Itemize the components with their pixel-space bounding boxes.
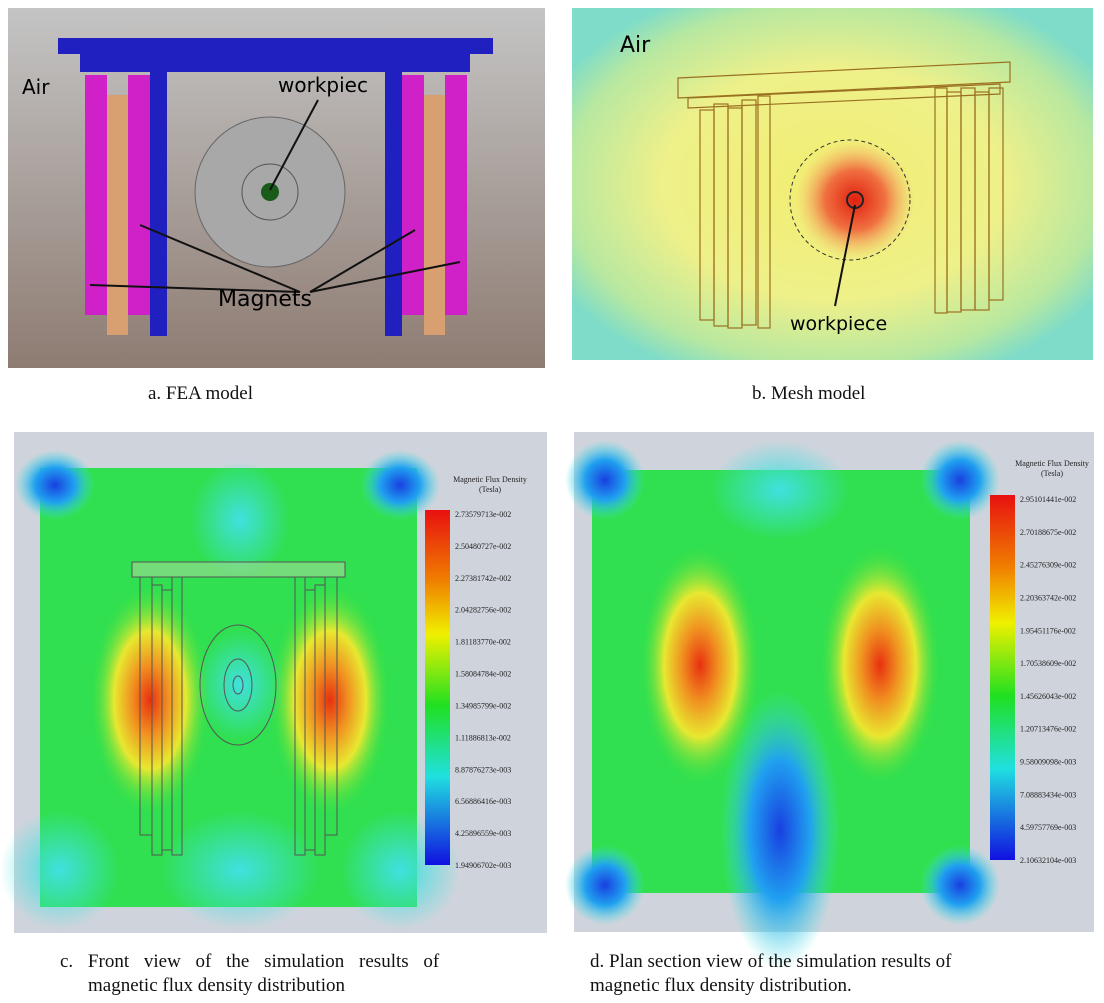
legend-value: 2.10632104e-003 — [1020, 856, 1076, 865]
legend-value: 1.20713476e-002 — [1020, 725, 1076, 734]
figure: Air workpiec Magnets a. FEA model Air wo… — [0, 0, 1104, 1003]
workpiece — [261, 183, 279, 201]
legend-unit: (Tesla) — [479, 485, 501, 494]
legend-value: 6.56886416e-003 — [455, 797, 511, 806]
legend-value: 2.04282756e-002 — [455, 606, 511, 615]
legend-value: 2.50480727e-002 — [455, 542, 511, 551]
panel-b: Air workpiece b. Mesh model — [572, 8, 1093, 404]
legend-value: 4.59757769e-003 — [1020, 823, 1076, 832]
frame — [58, 38, 493, 54]
label: workpiece — [790, 313, 887, 335]
legend-unit: (Tesla) — [1041, 469, 1063, 478]
legend-value: 1.70538609e-002 — [1020, 659, 1076, 668]
caption: c. Front view of the simulation results … — [60, 951, 440, 972]
legend-value: 1.95451176e-002 — [1020, 626, 1076, 635]
field — [920, 845, 1000, 925]
frame — [150, 54, 167, 336]
field — [0, 810, 120, 930]
legend-value: 2.73579713e-002 — [455, 510, 511, 519]
label: Air — [620, 33, 651, 58]
label: workpiec — [278, 73, 368, 97]
legend-value: 8.87876273e-003 — [455, 765, 511, 774]
field — [90, 585, 210, 815]
colorbar — [425, 510, 450, 865]
field — [270, 585, 390, 815]
legend-value: 2.70188675e-002 — [1020, 528, 1076, 537]
caption: b. Mesh model — [752, 383, 865, 404]
legend-value: 1.81183770e-002 — [455, 638, 511, 647]
legend-value: 4.25896559e-003 — [455, 829, 511, 838]
panel-d: Magnetic Flux Density (Tesla) d. Plan se… — [565, 432, 1094, 996]
frame — [385, 54, 402, 336]
caption: a. FEA model — [148, 383, 253, 404]
magnet — [402, 75, 424, 315]
field — [920, 440, 1000, 520]
field — [820, 545, 940, 785]
field — [640, 545, 760, 785]
magnet — [424, 95, 445, 335]
field — [710, 440, 850, 540]
field — [360, 450, 440, 520]
magnet — [128, 75, 150, 315]
caption: d. Plan section view of the simulation r… — [590, 951, 952, 972]
legend-value: 1.34985799e-002 — [455, 701, 511, 710]
magnet — [107, 95, 128, 335]
legend-value: 2.45276309e-002 — [1020, 561, 1076, 570]
panel-a: Air workpiec Magnets a. FEA model — [8, 8, 545, 404]
field — [160, 810, 320, 930]
legend-value: 7.08883434e-003 — [1020, 790, 1076, 799]
magnet — [445, 75, 467, 315]
legend-value: 1.11886813e-002 — [455, 733, 511, 742]
legend-value: 1.94906702e-003 — [455, 861, 511, 870]
magnet — [85, 75, 107, 315]
legend-value: 9.58009098e-003 — [1020, 758, 1076, 767]
field — [565, 845, 645, 925]
field — [565, 440, 645, 520]
caption: magnetic flux density distribution. — [590, 975, 852, 996]
label: Magnets — [218, 287, 312, 312]
field — [15, 450, 95, 520]
legend-value: 2.95101441e-002 — [1020, 495, 1076, 504]
frame — [80, 54, 470, 72]
hotspot — [795, 140, 915, 260]
legend-title: Magnetic Flux Density — [1015, 459, 1089, 468]
legend-title: Magnetic Flux Density — [453, 475, 527, 484]
legend-value: 1.58084784e-002 — [455, 670, 511, 679]
caption: magnetic flux density distribution — [88, 975, 345, 996]
legend-value: 1.45626043e-002 — [1020, 692, 1076, 701]
colorbar — [990, 495, 1015, 860]
legend-value: 2.20363742e-002 — [1020, 593, 1076, 602]
label: Air — [22, 75, 50, 99]
legend-value: 2.27381742e-002 — [455, 574, 511, 583]
